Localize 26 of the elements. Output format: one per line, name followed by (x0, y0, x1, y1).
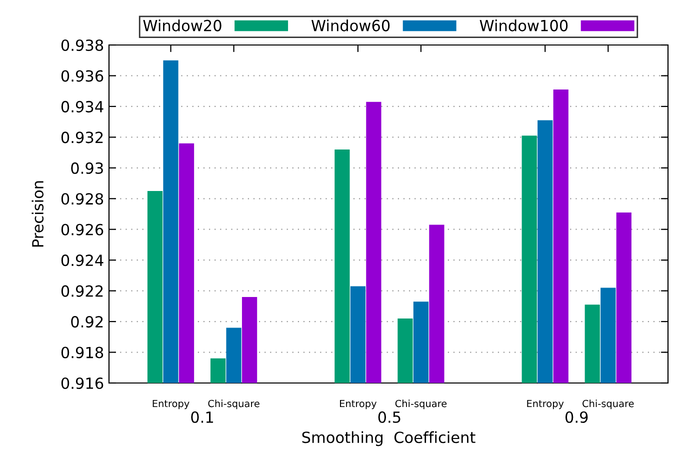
x-axis-title: Smoothing Coefficient (302, 431, 476, 446)
y-tick-label: 0.928 (61, 193, 104, 205)
text: 0.9 (565, 411, 588, 423)
x-tick-label: Entropy (527, 400, 564, 410)
x-tick-label: Chi-square (395, 400, 447, 410)
y-tick-label: 0.916 (61, 377, 104, 390)
y-tick-label: 0.918 (61, 346, 104, 358)
y-tick-label: 0.924 (61, 254, 104, 266)
x-tick-label: Chi-square (208, 400, 260, 410)
y-tick-label: 0.932 (61, 132, 103, 144)
legend-label: Window100 (480, 20, 568, 32)
text: 0.1 (191, 411, 214, 423)
x-tick-label: Entropy (152, 400, 190, 410)
x-tick-label: Entropy (340, 400, 377, 410)
y-tick-label: 0.92 (71, 316, 103, 328)
y-tick-label: 0.936 (61, 70, 104, 82)
legend-label: Window20 (143, 20, 222, 32)
text: 0.5 (378, 411, 400, 423)
legend-label: Window60 (311, 20, 390, 32)
x-tick-label: Chi-square (582, 400, 634, 410)
y-tick-label: 0.926 (61, 224, 104, 236)
y-tick-label: 0.938 (61, 39, 104, 52)
y-tick-label: 0.934 (61, 100, 104, 112)
y-axis-title: Precision (32, 181, 44, 247)
y-tick-label: 0.922 (61, 285, 103, 297)
y-tick-label: 0.93 (71, 162, 103, 174)
